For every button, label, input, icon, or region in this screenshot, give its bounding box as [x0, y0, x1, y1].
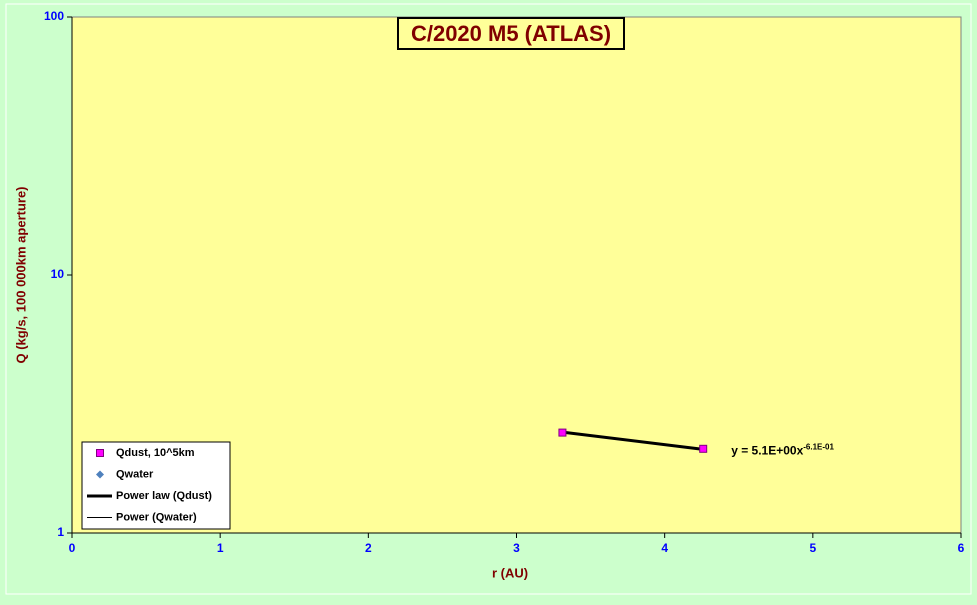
- x-axis-label: r (AU): [492, 565, 528, 580]
- y-axis-label: Q (kg/s, 100 000km aperture): [13, 186, 28, 363]
- legend-label: Qwater: [116, 468, 154, 480]
- title-box: [397, 17, 625, 50]
- x-tick-label: 6: [958, 541, 965, 555]
- fit-equation-text: y = 5.1E+00x: [731, 444, 803, 458]
- chart-border: [5, 3, 972, 595]
- legend-swatch: [96, 470, 104, 479]
- legend-label: Qdust, 10^5km: [116, 447, 195, 459]
- x-tick-label: 4: [661, 541, 668, 555]
- fit-line: [562, 430, 704, 451]
- legend-box: [81, 441, 231, 530]
- x-tick-label: 1: [217, 541, 224, 555]
- fit-equation-exponent: -6.1E-01: [803, 442, 834, 451]
- legend-label: Power law (Qdust): [116, 490, 212, 502]
- x-tick-label: 2: [365, 541, 372, 555]
- x-tick-label: 0: [69, 541, 76, 555]
- x-tick-label: 5: [809, 541, 816, 555]
- y-tick-label: 10: [51, 267, 65, 281]
- marker: [558, 428, 567, 437]
- legend-swatch: [96, 449, 104, 457]
- marker: [699, 444, 708, 453]
- fit-equation: y = 5.1E+00x-6.1E-01: [731, 442, 834, 457]
- y-tick-label: 100: [44, 9, 64, 23]
- x-tick-label: 3: [513, 541, 520, 555]
- y-tick-label: 1: [57, 525, 64, 539]
- chart-title: C/2020 M5 (ATLAS): [411, 21, 611, 46]
- legend-label: Power (Qwater): [116, 511, 197, 523]
